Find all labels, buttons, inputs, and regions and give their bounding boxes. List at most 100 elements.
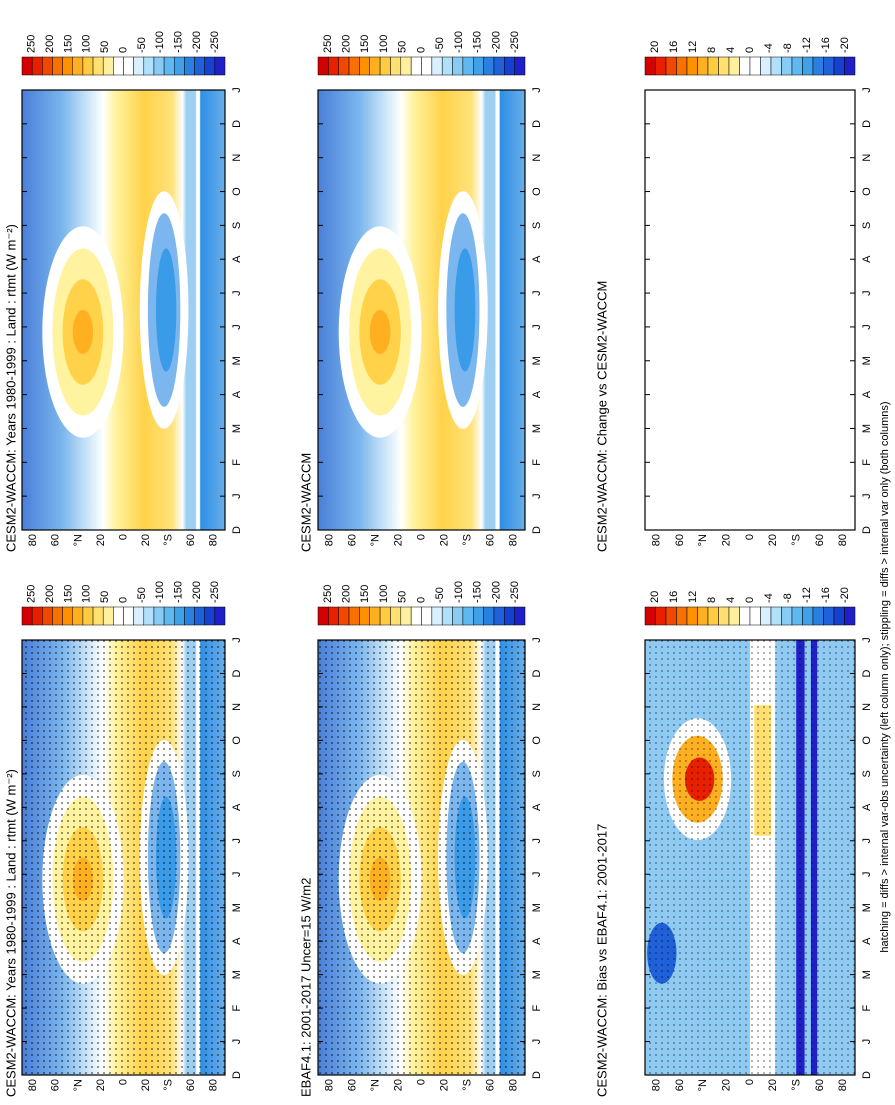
lat-label: 0: [117, 1079, 129, 1085]
colorbar-swatch: [338, 606, 350, 626]
landscape-figure: CESM2-WACCM: Years 1980-1999 : Land : rt…: [3, 31, 890, 1097]
colorbar-swatch: [204, 606, 216, 626]
colorbar-swatch: [123, 56, 134, 76]
month-label: O: [531, 187, 543, 196]
colorbar-swatch: [812, 56, 824, 76]
colorbar-label: 100: [81, 585, 93, 603]
colorbar-swatch: [317, 606, 329, 626]
month-label: J: [531, 637, 543, 643]
colorbar-label: 0: [744, 47, 756, 53]
colorbar-label: 0: [744, 597, 756, 603]
month-label: M: [531, 903, 543, 912]
colorbar-label: 200: [44, 35, 56, 53]
month-label: D: [531, 1071, 543, 1079]
colorbar-label: -100: [453, 581, 465, 603]
colorbar-swatch: [410, 606, 422, 626]
month-label: S: [531, 222, 543, 229]
month-label: M: [231, 970, 243, 979]
colorbar-swatch: [174, 606, 185, 626]
lat-label: 80: [323, 1079, 335, 1091]
colorbar-swatch: [718, 606, 730, 626]
colorbar-label: 200: [44, 585, 56, 603]
colorbar-swatch: [82, 56, 94, 76]
colorbar-swatch: [62, 56, 73, 76]
month-label: A: [231, 937, 243, 945]
month-label: N: [861, 703, 873, 711]
colorbar-swatch: [686, 606, 698, 626]
month-label: M: [231, 424, 243, 433]
lat-label: 80: [323, 534, 335, 546]
lat-label: °N: [697, 1079, 709, 1091]
month-label: A: [531, 937, 543, 945]
month-label: F: [231, 1004, 243, 1011]
lat-label: °N: [72, 534, 84, 546]
lat-label: 20: [140, 1079, 152, 1091]
colorbar-swatch: [400, 606, 412, 626]
panel-title: CESM2-WACCM: Change vs CESM2-WACCM: [594, 281, 609, 552]
stippling: [22, 640, 225, 1075]
colorbar-swatch: [369, 606, 381, 626]
colorbar-swatch: [92, 606, 104, 626]
month-label: D: [531, 526, 543, 534]
colorbar-label: 0: [415, 47, 427, 53]
month-label: N: [231, 154, 243, 162]
month-label: N: [531, 154, 543, 162]
month-label: S: [231, 222, 243, 229]
field-contour: [369, 310, 391, 354]
colorbar-label: -12: [801, 37, 813, 53]
lat-label: 60: [185, 1079, 197, 1091]
colorbar-swatch: [697, 606, 709, 626]
colorbar-swatch: [421, 606, 433, 626]
colorbar-swatch: [452, 56, 464, 76]
colorbar-swatch: [348, 606, 360, 626]
colorbar-label: 4: [725, 47, 737, 53]
colorbar-label: 20: [649, 41, 661, 53]
colorbar-swatch: [452, 606, 464, 626]
colorbar-swatch: [42, 606, 53, 626]
lat-label: 0: [415, 534, 427, 540]
colorbar-swatch: [194, 56, 205, 76]
month-label: M: [861, 903, 873, 912]
lat-label: 0: [117, 534, 129, 540]
month-label: J: [531, 871, 543, 877]
month-label: A: [861, 803, 873, 811]
month-label: M: [531, 424, 543, 433]
colorbar-label: 250: [322, 35, 334, 53]
colorbar-label: -250: [209, 31, 221, 53]
colorbar-swatch: [184, 606, 195, 626]
panel-title: CESM2-WACCM: Years 1980-1999 : Land : rt…: [3, 769, 18, 1097]
lat-label: 60: [346, 1079, 358, 1091]
colorbar-swatch: [204, 56, 216, 76]
month-label: O: [231, 187, 243, 196]
month-label: A: [231, 803, 243, 811]
colorbar-swatch: [770, 56, 782, 76]
colorbar-swatch: [514, 56, 526, 76]
colorbar-swatch: [42, 56, 53, 76]
colorbar-swatch: [102, 606, 114, 626]
colorbar-label: 16: [668, 591, 680, 603]
month-label: D: [231, 526, 243, 534]
colorbar-label: -250: [509, 31, 521, 53]
colorbar-label: -250: [509, 581, 521, 603]
colorbar-label: -200: [490, 31, 502, 53]
footnote: hatching = diffs > internal var-obs unce…: [879, 401, 891, 952]
colorbar-label: -150: [173, 31, 185, 53]
colorbar-swatch: [802, 606, 814, 626]
colorbar-swatch: [410, 56, 422, 76]
colorbar-label: 50: [99, 41, 111, 53]
colorbar-swatch: [770, 606, 782, 626]
colorbar-swatch: [833, 56, 845, 76]
field-contour: [72, 310, 94, 354]
colorbar-swatch: [317, 56, 329, 76]
colorbar-label: -150: [173, 581, 185, 603]
colorbar-swatch: [686, 56, 698, 76]
colorbar-swatch: [655, 56, 667, 76]
month-label: J: [531, 1039, 543, 1045]
month-label: O: [231, 736, 243, 745]
colorbar-swatch: [697, 56, 709, 76]
colorbar-label: 12: [687, 591, 699, 603]
colorbar-swatch: [707, 56, 719, 76]
lat-label: 20: [392, 1079, 404, 1091]
month-label: J: [231, 838, 243, 844]
colorbar-swatch: [504, 56, 515, 76]
